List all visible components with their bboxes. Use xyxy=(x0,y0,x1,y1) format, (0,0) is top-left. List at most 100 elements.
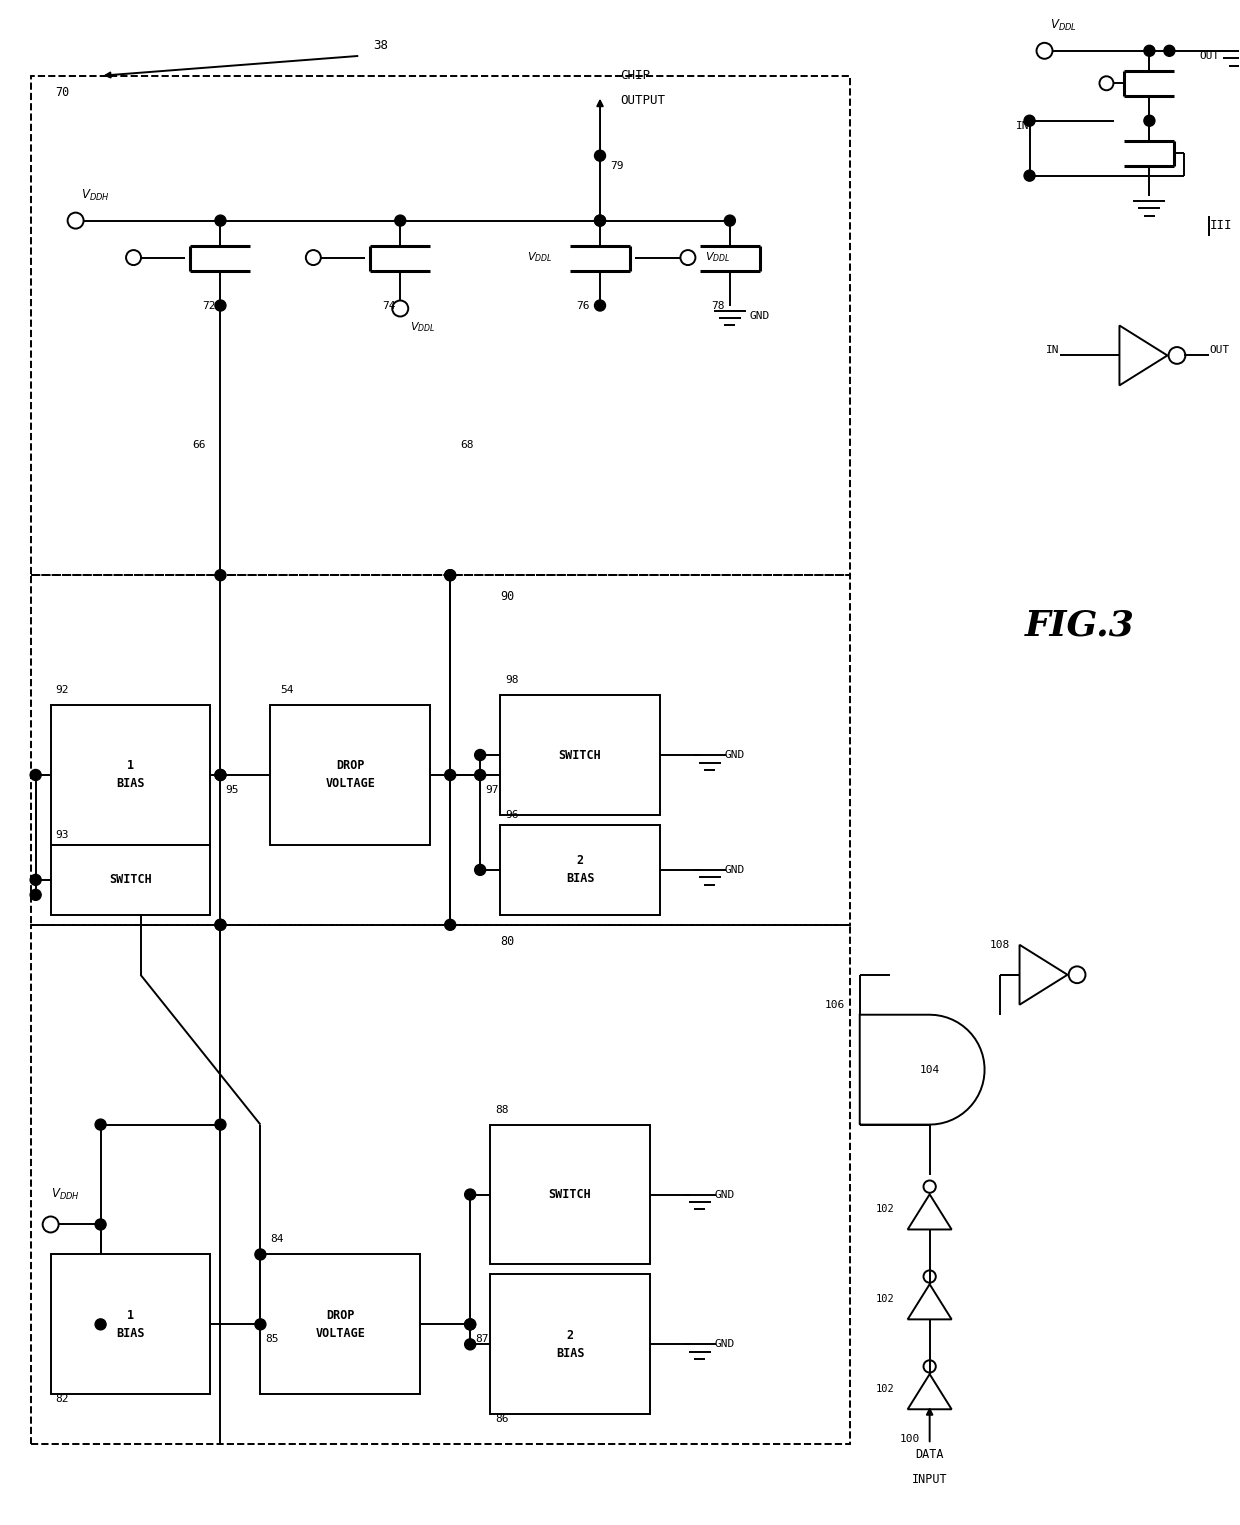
Circle shape xyxy=(215,1119,226,1130)
Polygon shape xyxy=(908,1374,951,1409)
Text: 1: 1 xyxy=(126,1308,134,1322)
Text: 85: 85 xyxy=(265,1334,279,1345)
Text: BIAS: BIAS xyxy=(556,1347,584,1360)
Text: SWITCH: SWITCH xyxy=(548,1188,591,1202)
Text: 2: 2 xyxy=(567,1328,574,1342)
Text: 95: 95 xyxy=(226,785,239,795)
Polygon shape xyxy=(1120,325,1167,386)
Text: IN: IN xyxy=(1016,120,1029,131)
Text: III: III xyxy=(1209,220,1231,232)
Circle shape xyxy=(215,300,226,311)
Text: 70: 70 xyxy=(56,85,69,99)
Text: 84: 84 xyxy=(270,1234,284,1244)
Circle shape xyxy=(594,300,605,311)
Circle shape xyxy=(1164,46,1174,56)
Text: $V_{DDL}$: $V_{DDL}$ xyxy=(1049,18,1076,34)
Bar xyxy=(51,1255,211,1394)
Circle shape xyxy=(475,749,486,761)
Text: 80: 80 xyxy=(500,935,515,949)
Text: INPUT: INPUT xyxy=(911,1473,947,1485)
Text: 38: 38 xyxy=(373,40,388,52)
Circle shape xyxy=(465,1319,476,1330)
Circle shape xyxy=(215,215,226,226)
Circle shape xyxy=(445,770,455,781)
Bar xyxy=(500,695,660,814)
Circle shape xyxy=(95,1119,107,1130)
Circle shape xyxy=(30,889,41,900)
Text: 68: 68 xyxy=(460,441,474,450)
PathPatch shape xyxy=(859,1014,985,1124)
Circle shape xyxy=(465,1319,476,1330)
Circle shape xyxy=(30,874,41,886)
Text: 66: 66 xyxy=(192,441,206,450)
Circle shape xyxy=(465,1190,476,1200)
Circle shape xyxy=(1024,116,1035,127)
Text: 88: 88 xyxy=(495,1104,508,1115)
Circle shape xyxy=(215,770,226,781)
Text: $V_{DDH}$: $V_{DDH}$ xyxy=(51,1186,79,1202)
Circle shape xyxy=(215,920,226,930)
Text: 90: 90 xyxy=(500,590,515,604)
Text: 106: 106 xyxy=(825,1000,844,1010)
Text: OUT: OUT xyxy=(1199,50,1220,61)
Circle shape xyxy=(215,570,226,581)
Text: 98: 98 xyxy=(505,676,518,685)
Text: 102: 102 xyxy=(875,1385,895,1394)
Text: VOLTAGE: VOLTAGE xyxy=(315,1327,366,1340)
Text: 54: 54 xyxy=(280,685,294,695)
Text: DROP: DROP xyxy=(326,1308,355,1322)
Text: 97: 97 xyxy=(485,785,498,795)
Text: SWITCH: SWITCH xyxy=(559,749,601,761)
Text: 102: 102 xyxy=(875,1295,895,1304)
Circle shape xyxy=(445,570,455,581)
Circle shape xyxy=(215,770,226,781)
Text: DATA: DATA xyxy=(915,1447,944,1461)
Text: 74: 74 xyxy=(382,300,396,311)
Polygon shape xyxy=(908,1194,951,1229)
Circle shape xyxy=(1024,171,1035,181)
Text: 108: 108 xyxy=(990,939,1009,950)
Circle shape xyxy=(95,1319,107,1330)
Text: SWITCH: SWITCH xyxy=(109,874,153,886)
Text: 87: 87 xyxy=(475,1334,489,1345)
Text: 104: 104 xyxy=(920,1064,940,1075)
Text: $V_{DDL}$: $V_{DDL}$ xyxy=(704,250,730,264)
Bar xyxy=(31,924,849,1444)
Text: GND: GND xyxy=(715,1339,735,1350)
Circle shape xyxy=(30,770,41,781)
Text: IN: IN xyxy=(1047,346,1059,355)
Circle shape xyxy=(255,1319,265,1330)
Text: 2: 2 xyxy=(577,854,584,868)
Text: $V_{DDH}$: $V_{DDH}$ xyxy=(81,188,109,203)
Circle shape xyxy=(475,770,486,781)
Text: $V_{DDL}$: $V_{DDL}$ xyxy=(410,320,435,334)
Circle shape xyxy=(394,215,405,226)
Bar xyxy=(260,1255,420,1394)
Circle shape xyxy=(594,215,605,226)
Bar xyxy=(270,705,430,845)
Circle shape xyxy=(594,149,605,162)
Text: 102: 102 xyxy=(875,1205,895,1214)
Text: 100: 100 xyxy=(899,1434,920,1444)
Text: GND: GND xyxy=(725,865,745,875)
Bar xyxy=(51,845,211,915)
Circle shape xyxy=(95,1218,107,1231)
Text: $V_{DDL}$: $V_{DDL}$ xyxy=(527,250,553,264)
Text: BIAS: BIAS xyxy=(565,872,594,886)
Bar xyxy=(31,76,849,575)
Circle shape xyxy=(445,920,455,930)
Bar xyxy=(490,1275,650,1414)
Text: OUT: OUT xyxy=(1209,346,1230,355)
Text: DROP: DROP xyxy=(336,759,365,773)
Text: 93: 93 xyxy=(56,830,69,840)
Text: 82: 82 xyxy=(56,1394,69,1405)
Bar xyxy=(490,1124,650,1264)
Circle shape xyxy=(445,570,455,581)
Polygon shape xyxy=(908,1284,951,1319)
Text: 96: 96 xyxy=(505,810,518,820)
Text: BIAS: BIAS xyxy=(117,1327,145,1340)
Text: 86: 86 xyxy=(495,1414,508,1424)
Polygon shape xyxy=(1019,946,1068,1005)
Text: 76: 76 xyxy=(577,300,590,311)
Circle shape xyxy=(465,1339,476,1350)
